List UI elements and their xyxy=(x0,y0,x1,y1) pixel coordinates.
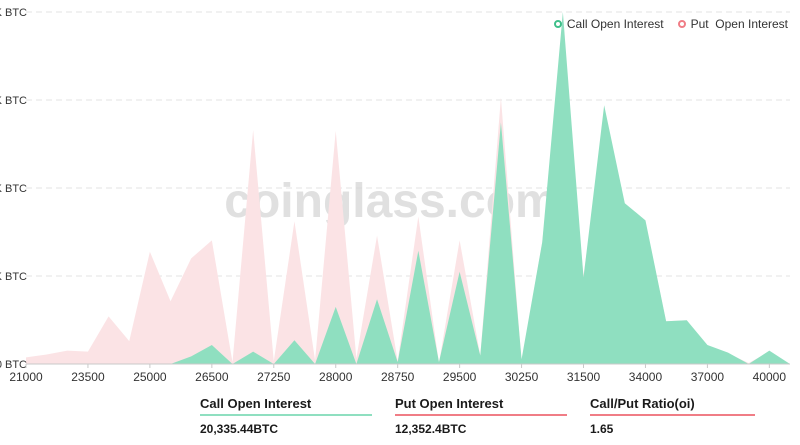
put-open-interest-label: Put Open Interest xyxy=(395,396,567,416)
put-open-interest-stat: Put Open Interest 12,352.4BTC xyxy=(395,396,567,436)
legend-put-label: Put Open Interest xyxy=(690,17,788,31)
put-legend-marker-icon xyxy=(677,20,686,28)
legend-item-call[interactable]: Call Open Interest xyxy=(553,17,664,31)
x-tick-label: 40000 xyxy=(753,370,787,384)
x-tick-label: 21000 xyxy=(9,370,43,384)
x-tick-label: 30250 xyxy=(505,370,539,384)
call-open-interest-stat: Call Open Interest 20,335.44BTC xyxy=(200,396,372,436)
chart-legend: Call Open Interest Put Open Interest xyxy=(553,17,788,31)
call-open-interest-value: 20,335.44BTC xyxy=(200,422,279,436)
call-open-interest-area xyxy=(26,12,790,364)
call-put-ratio-label: Call/Put Ratio(oi) xyxy=(590,396,755,416)
x-tick-label: 29500 xyxy=(443,370,477,384)
chart-series xyxy=(26,12,790,364)
chart-axes: 0 BTC K BTC K BTC K BTC K BTC 21000 23500 25000… xyxy=(0,7,790,384)
call-legend-marker-icon xyxy=(553,20,562,28)
x-tick-label: 31500 xyxy=(567,370,601,384)
y-tick-label: K BTC xyxy=(0,7,27,19)
x-tick-label: 25000 xyxy=(133,370,167,384)
put-open-interest-value: 12,352.4BTC xyxy=(395,422,467,436)
call-put-ratio-stat: Call/Put Ratio(oi) 1.65 xyxy=(590,396,755,436)
chart-gridlines xyxy=(26,11,790,277)
y-tick-label: 0 BTC xyxy=(0,359,27,371)
x-tick-label: 28750 xyxy=(381,370,415,384)
x-tick-label: 27250 xyxy=(257,370,291,384)
legend-item-put[interactable]: Put Open Interest xyxy=(677,17,788,31)
open-interest-summary: Call Open Interest 20,335.44BTC Put Open… xyxy=(0,396,800,445)
legend-call-label: Call Open Interest xyxy=(566,17,664,31)
y-tick-label: K BTC xyxy=(0,271,27,283)
x-tick-label: 23500 xyxy=(71,370,105,384)
y-tick-label: K BTC xyxy=(0,183,27,195)
x-tick-label: 34000 xyxy=(629,370,663,384)
call-put-ratio-value: 1.65 xyxy=(590,422,614,436)
x-tick-label: 28000 xyxy=(319,370,353,384)
call-open-interest-label: Call Open Interest xyxy=(200,396,372,416)
x-tick-label: 37000 xyxy=(691,370,725,384)
x-tick-label: 26500 xyxy=(195,370,229,384)
y-tick-label: K BTC xyxy=(0,95,27,107)
